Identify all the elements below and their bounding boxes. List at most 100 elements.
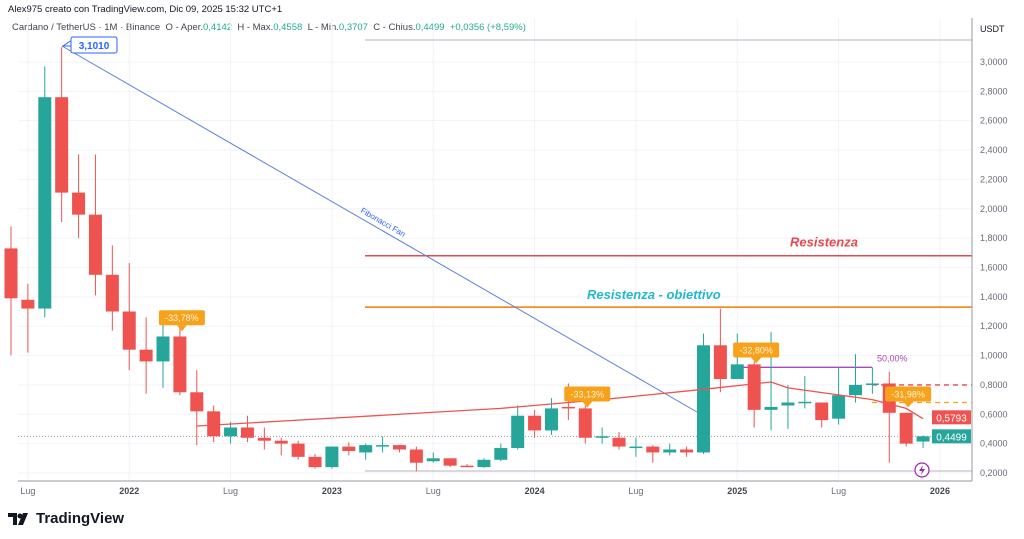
price-axis[interactable]: 3,0000 2,8000 2,6000 2,4000 2,2000 2,0000 1,80…	[980, 57, 1008, 478]
price-tick-label: 2,2000	[980, 174, 1008, 184]
close-value: 0,4499	[415, 22, 445, 33]
author-line: Alex975 creato con TradingView.com, Dic …	[8, 4, 283, 15]
candle-body	[832, 395, 846, 419]
tradingview-logo[interactable]: TradingView	[8, 510, 124, 527]
time-tick-label: Lug	[223, 486, 238, 496]
candle-body	[561, 406, 575, 409]
candle-body	[359, 445, 373, 453]
last-price-value: 0,4499	[936, 432, 967, 443]
candle-body	[663, 449, 677, 453]
price-tick-label: 0,4000	[980, 439, 1008, 449]
open-label: O - Aper.	[165, 22, 203, 33]
candle-body	[426, 458, 440, 462]
price-tick-label: 3,0000	[980, 57, 1008, 67]
time-tick-label: Lug	[628, 486, 643, 496]
time-axis[interactable]: Lug 2022 Lug 2023 Lug 2024 Lug 2025 Lug 2026	[20, 486, 950, 496]
candle-body	[528, 415, 542, 431]
fifty-percent-label: 50,00%	[877, 353, 908, 363]
candle-body	[190, 392, 204, 412]
candle-body	[511, 415, 525, 449]
candle-body	[595, 436, 609, 438]
drawdown-label-box	[733, 342, 780, 358]
candle-body	[798, 401, 812, 404]
candle-body	[815, 402, 829, 421]
candle-body	[730, 364, 744, 380]
change-value: +0,0356 (+8,59%)	[449, 22, 526, 33]
candle-body	[443, 458, 457, 466]
price-tick-label: 2,8000	[980, 86, 1008, 96]
logo-text: TradingView	[36, 510, 125, 527]
candle-body	[899, 412, 913, 444]
candle-body	[122, 311, 136, 350]
candle-body	[257, 437, 271, 441]
candles	[4, 47, 930, 472]
price-tick-label: 1,8000	[980, 233, 1008, 243]
drawdown-label-pointer	[751, 357, 762, 364]
candle-body	[4, 248, 18, 299]
candle-body	[139, 349, 153, 362]
candle-body	[629, 446, 643, 449]
price-tick-label: 1,6000	[980, 262, 1008, 272]
candle-body	[612, 437, 626, 447]
last-price-tag	[932, 429, 971, 444]
candle-body	[849, 384, 862, 396]
level-lines: Resistenza Resistenza - obiettivo 50,00%	[18, 235, 972, 437]
time-tick-label: 2026	[930, 486, 950, 496]
candle-body	[156, 336, 170, 362]
candle-body	[409, 449, 423, 463]
candle-body	[680, 449, 694, 453]
fibonacci-fan-line[interactable]	[61, 45, 698, 413]
time-tick-label: 2024	[525, 486, 545, 496]
price-tick-label: 1,0000	[980, 351, 1008, 361]
candle-body	[646, 446, 660, 453]
candle-body	[291, 443, 305, 457]
candle-body	[747, 364, 761, 410]
symbol-legend: Cardano / TetherUS · 1M · Binance O - Ap…	[12, 22, 526, 33]
drawdown-label-box	[158, 310, 205, 326]
candle-body	[916, 436, 930, 442]
candle-body	[105, 274, 119, 312]
price-tick-label: 0,2000	[980, 468, 1008, 478]
peak-callout: 3,1010	[61, 36, 118, 54]
candle-body	[72, 192, 86, 215]
price-tick-label: 2,4000	[980, 145, 1008, 155]
candle-body	[781, 402, 795, 406]
last-price-labels: 0,5793 0,4499	[932, 410, 971, 444]
target-resistance-label: Resistenza - obiettivo	[587, 287, 721, 302]
candle-body	[325, 446, 339, 468]
fibonacci-fan-label: Fibonacci Fan	[359, 206, 407, 239]
candle-body	[578, 408, 592, 438]
moving-average-line	[196, 381, 924, 427]
candle-body	[55, 97, 69, 193]
lightning-icon[interactable]	[914, 462, 930, 478]
candle-body	[88, 214, 102, 275]
candle-body	[696, 345, 710, 453]
candle-body	[173, 336, 187, 393]
time-tick-label: 2022	[119, 486, 139, 496]
symbol-name[interactable]: Cardano / TetherUS · 1M · Binance	[12, 22, 161, 33]
candle-body	[764, 406, 778, 410]
time-tick-label: Lug	[20, 486, 35, 496]
candle-body	[392, 445, 406, 450]
time-tick-label: 2025	[727, 486, 747, 496]
drawdown-label: -33,13%	[570, 390, 604, 400]
price-tick-label: 0,6000	[980, 409, 1008, 419]
drawdown-label-box	[564, 386, 611, 402]
price-tick-label: 0,8000	[980, 380, 1008, 390]
close-label: C - Chius.	[373, 22, 416, 33]
high-label: H - Max.	[237, 22, 274, 33]
candle-body	[308, 456, 322, 468]
drawdown-label-pointer	[582, 401, 593, 408]
grid	[18, 18, 972, 481]
last-price-value: 0,5793	[936, 413, 967, 424]
candle-body	[494, 448, 508, 460]
candle-body	[544, 408, 558, 431]
drawdown-label: -31,98%	[891, 390, 925, 400]
candle-body	[342, 446, 356, 451]
drawdown-label-pointer	[903, 401, 914, 408]
open-value: 0,4142	[202, 22, 233, 33]
price-tick-label: 1,4000	[980, 292, 1008, 302]
drawdown-label-box	[885, 386, 932, 402]
candle-body	[224, 427, 238, 437]
